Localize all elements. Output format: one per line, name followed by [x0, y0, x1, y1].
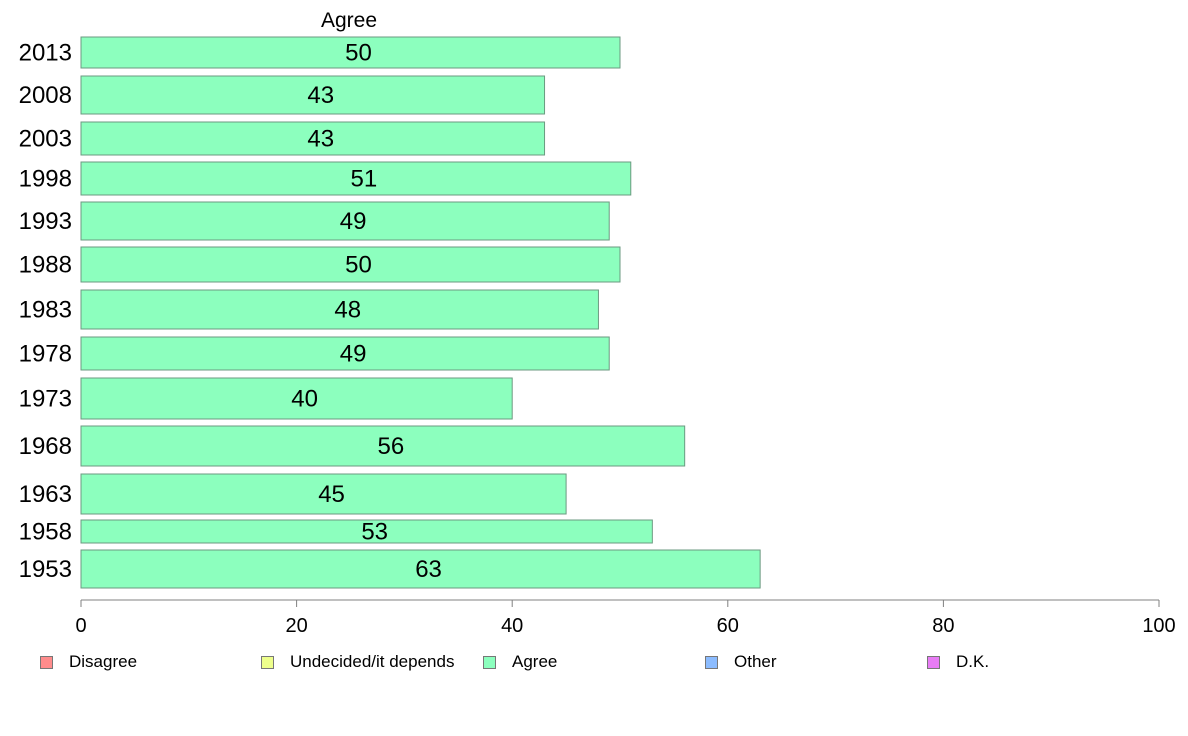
category-label: 1988 [19, 252, 72, 279]
data-label: 51 [351, 166, 378, 193]
data-label: 40 [291, 386, 318, 413]
category-label: 1968 [19, 433, 72, 460]
chart-title: Agree [321, 9, 377, 32]
bar [80, 121, 546, 156]
bar [80, 75, 546, 115]
x-tick-label: 20 [285, 615, 307, 637]
category-label: 1978 [19, 341, 72, 368]
data-label: 50 [345, 252, 372, 279]
legend-swatch-agree [483, 655, 496, 669]
bar [80, 336, 610, 371]
legend-swatch-undecided [261, 655, 274, 669]
legend-swatch-disagree [40, 655, 53, 669]
data-label: 45 [318, 481, 345, 508]
bar [80, 289, 599, 330]
x-axis: 0 20 40 60 80 100 [75, 599, 1176, 637]
x-tick-label: 80 [932, 615, 954, 637]
category-label: 2013 [19, 40, 72, 67]
bar [80, 473, 567, 515]
category-label: 1983 [19, 297, 72, 324]
legend-label: Other [734, 652, 777, 671]
legend-item-dk: D.K. [927, 652, 989, 672]
category-label: 1973 [19, 386, 72, 413]
bar [80, 246, 621, 283]
bar [80, 161, 632, 196]
bar [80, 36, 621, 69]
data-label: 43 [307, 126, 334, 153]
category-label: 1958 [19, 519, 72, 546]
bar [80, 549, 761, 589]
data-label: 49 [340, 208, 367, 235]
category-label: 2003 [19, 126, 72, 153]
category-label: 1998 [19, 166, 72, 193]
data-label: 63 [415, 556, 442, 583]
legend-swatch-other [705, 655, 718, 669]
bar [80, 377, 513, 420]
category-label: 1953 [19, 556, 72, 583]
legend-item-agree: Agree [483, 652, 557, 672]
x-tick-label: 0 [75, 615, 86, 637]
bar [80, 425, 686, 467]
legend-item-other: Other [705, 652, 777, 672]
legend-label: D.K. [956, 652, 990, 671]
data-label: 56 [377, 433, 404, 460]
legend-item-undecided: Undecided/it depends [261, 652, 454, 672]
category-label: 2008 [19, 82, 72, 109]
data-label: 43 [307, 82, 334, 109]
data-label: 48 [334, 297, 361, 324]
x-tick-label: 60 [717, 615, 739, 637]
x-tick-label: 100 [1142, 615, 1175, 637]
legend-label: Undecided/it depends [290, 652, 455, 671]
legend-label: Agree [512, 652, 558, 671]
category-label: 1993 [19, 208, 72, 235]
legend-swatch-dk [927, 655, 940, 669]
legend-label: Disagree [69, 652, 138, 671]
bar [80, 519, 653, 544]
category-label: 1963 [19, 481, 72, 508]
legend: Disagree Undecided/it depends Agree Othe… [0, 652, 1188, 676]
legend-item-disagree: Disagree [40, 652, 137, 672]
data-label: 53 [361, 519, 388, 546]
data-label: 49 [340, 341, 367, 368]
bars-group: 2013 50 2008 43 2003 43 1998 51 1993 49 1988 50 1983… [19, 36, 761, 589]
x-tick-label: 40 [501, 615, 523, 637]
bar [80, 201, 610, 241]
data-label: 50 [345, 40, 372, 67]
